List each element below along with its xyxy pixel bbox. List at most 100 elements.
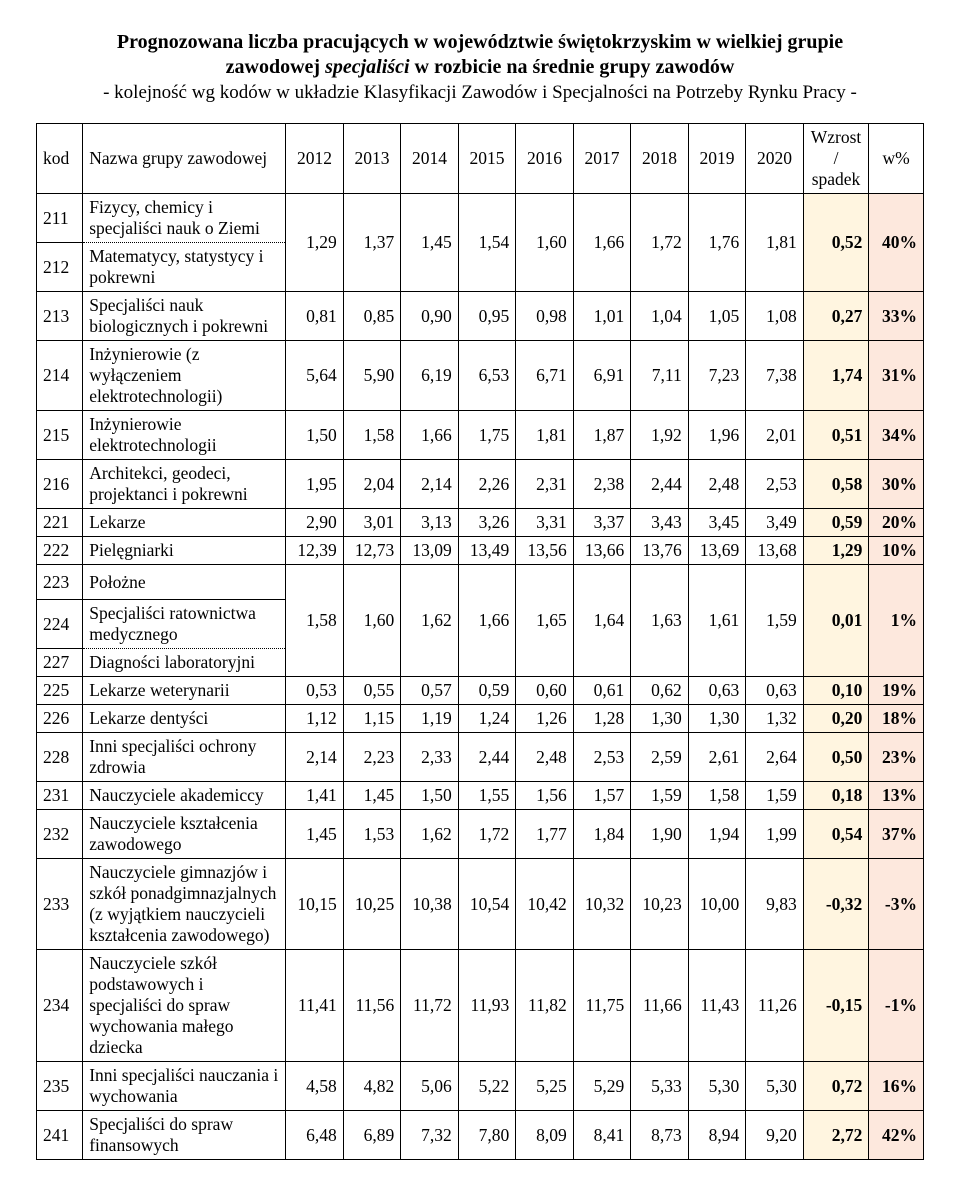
col-2016: 2016 (516, 124, 574, 194)
table-cell: 5,29 (573, 1062, 631, 1111)
table-cell: Nauczyciele gimnazjów i szkół ponadgimna… (83, 859, 286, 950)
table-cell: 0,72 (803, 1062, 869, 1111)
table-cell: 6,53 (458, 341, 516, 411)
table-cell: 1,57 (573, 782, 631, 810)
table-cell: 1,96 (688, 411, 746, 460)
table-cell: 1% (869, 565, 924, 677)
table-cell: 5,22 (458, 1062, 516, 1111)
table-cell: Nauczyciele szkół podstawowych i specjal… (83, 950, 286, 1062)
table-cell: 0,62 (631, 677, 689, 705)
table-cell: 11,41 (286, 950, 344, 1062)
table-cell: 2,26 (458, 460, 516, 509)
table-cell: 1,04 (631, 292, 689, 341)
table-row: 225Lekarze weterynarii0,530,550,570,590,… (37, 677, 924, 705)
table-cell: 0,58 (803, 460, 869, 509)
table-cell: 12,73 (343, 537, 401, 565)
table-cell: 1,92 (631, 411, 689, 460)
table-cell: Nauczyciele kształcenia zawodowego (83, 810, 286, 859)
table-cell: 1,54 (458, 194, 516, 292)
table-cell: 20% (869, 509, 924, 537)
table-cell: 5,64 (286, 341, 344, 411)
col-2019: 2019 (688, 124, 746, 194)
table-cell: 6,19 (401, 341, 459, 411)
table-row: 214Inżynierowie (z wyłączeniem elektrote… (37, 341, 924, 411)
table-cell: 2,53 (573, 733, 631, 782)
table-cell: 1,74 (803, 341, 869, 411)
table-cell: 2,90 (286, 509, 344, 537)
table-cell: 11,66 (631, 950, 689, 1062)
table-cell: 2,38 (573, 460, 631, 509)
table-cell: 7,80 (458, 1111, 516, 1160)
table-cell: 7,23 (688, 341, 746, 411)
table-cell: Nauczyciele akademiccy (83, 782, 286, 810)
table-cell: 222 (37, 537, 83, 565)
table-cell: 1,60 (343, 565, 401, 677)
table-cell: 2,61 (688, 733, 746, 782)
table-cell: 228 (37, 733, 83, 782)
col-2012: 2012 (286, 124, 344, 194)
table-cell: 1,90 (631, 810, 689, 859)
table-cell: 5,30 (746, 1062, 804, 1111)
table-cell: 2,14 (401, 460, 459, 509)
table-cell: 7,38 (746, 341, 804, 411)
table-cell: 10,54 (458, 859, 516, 950)
table-row: 228Inni specjaliści ochrony zdrowia2,142… (37, 733, 924, 782)
table-cell: 221 (37, 509, 83, 537)
table-cell: 0,52 (803, 194, 869, 292)
table-cell: 1,12 (286, 705, 344, 733)
table-cell: 1,19 (401, 705, 459, 733)
table-cell: 1,59 (631, 782, 689, 810)
table-cell: 3,13 (401, 509, 459, 537)
table-cell: 1,76 (688, 194, 746, 292)
table-cell: 18% (869, 705, 924, 733)
table-cell: 0,98 (516, 292, 574, 341)
table-cell: 3,45 (688, 509, 746, 537)
table-cell: 3,37 (573, 509, 631, 537)
table-cell: 3,43 (631, 509, 689, 537)
table-cell: 1,50 (401, 782, 459, 810)
table-cell: 0,53 (286, 677, 344, 705)
table-cell: 0,18 (803, 782, 869, 810)
table-cell: 2,72 (803, 1111, 869, 1160)
table-cell: 2,53 (746, 460, 804, 509)
table-cell: 3,49 (746, 509, 804, 537)
table-cell: 1,29 (803, 537, 869, 565)
table-cell: 11,26 (746, 950, 804, 1062)
table-cell: 13,09 (401, 537, 459, 565)
table-cell: 1,65 (516, 565, 574, 677)
table-cell: 0,50 (803, 733, 869, 782)
table-cell: Inni specjaliści nauczania i wychowania (83, 1062, 286, 1111)
table-cell: 1,64 (573, 565, 631, 677)
table-cell: 8,41 (573, 1111, 631, 1160)
col-2020: 2020 (746, 124, 804, 194)
table-cell: 7,11 (631, 341, 689, 411)
table-cell: 1,59 (746, 565, 804, 677)
table-cell: 0,59 (458, 677, 516, 705)
table-cell: Położne (83, 565, 286, 600)
table-cell: 227 (37, 649, 83, 677)
table-cell: 216 (37, 460, 83, 509)
table-cell: 9,20 (746, 1111, 804, 1160)
table-cell: 6,91 (573, 341, 631, 411)
table-cell: Architekci, geodeci, projektanci i pokre… (83, 460, 286, 509)
table-cell: 1,81 (746, 194, 804, 292)
title-line-2-italic: specjaliści (325, 56, 409, 78)
table-cell: 34% (869, 411, 924, 460)
table-cell: 0,01 (803, 565, 869, 677)
table-cell: 11,75 (573, 950, 631, 1062)
table-cell: 8,73 (631, 1111, 689, 1160)
table-row: 221Lekarze2,903,013,133,263,313,373,433,… (37, 509, 924, 537)
table-cell: 1,56 (516, 782, 574, 810)
table-cell: -3% (869, 859, 924, 950)
table-cell: Inżynierowie elektrotechnologii (83, 411, 286, 460)
table-cell: 8,94 (688, 1111, 746, 1160)
table-cell: 11,82 (516, 950, 574, 1062)
table-cell: 1,45 (286, 810, 344, 859)
table-cell: Inżynierowie (z wyłączeniem elektrotechn… (83, 341, 286, 411)
table-cell: 1,62 (401, 565, 459, 677)
table-row: 211Fizycy, chemicy i specjaliści nauk o … (37, 194, 924, 243)
table-cell: 2,44 (631, 460, 689, 509)
table-cell: 211 (37, 194, 83, 243)
col-name: Nazwa grupy zawodowej (83, 124, 286, 194)
document-title: Prognozowana liczba pracujących w wojewó… (36, 30, 924, 105)
